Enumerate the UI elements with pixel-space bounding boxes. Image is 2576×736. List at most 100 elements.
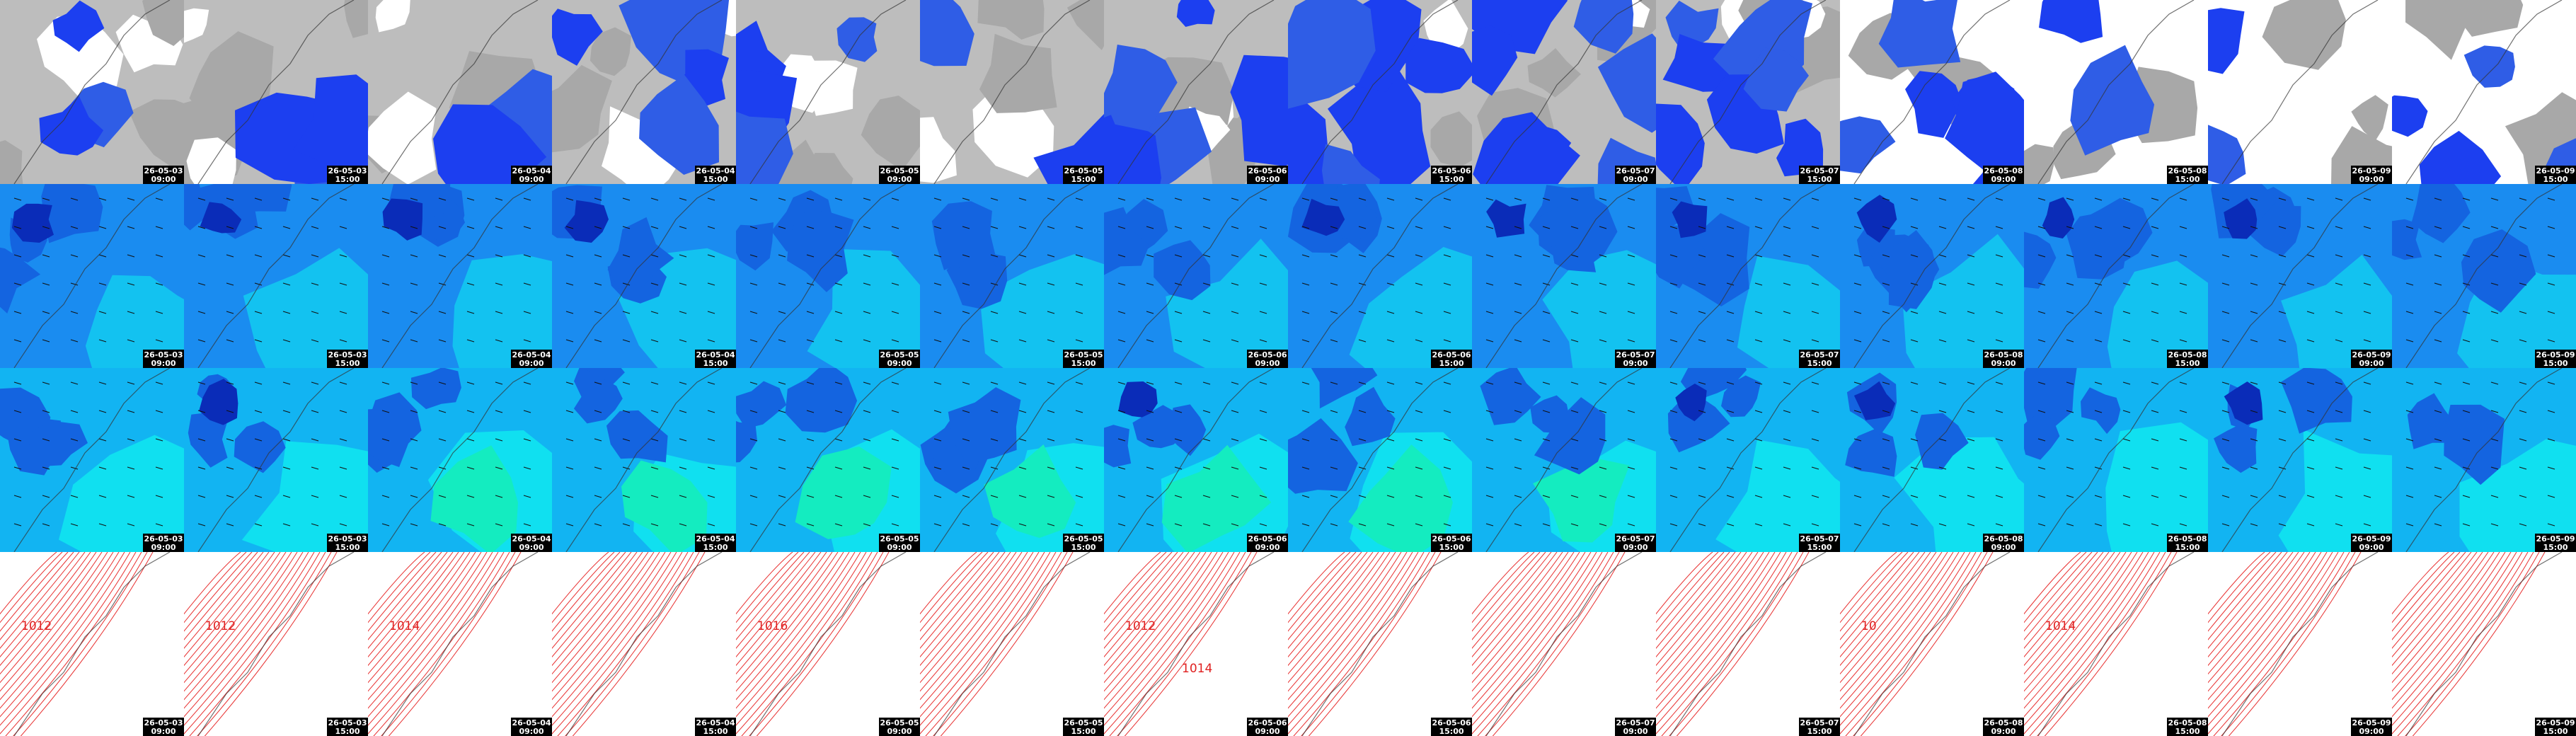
shaded-area [186,137,236,184]
coastline [1117,368,1275,552]
wind-arrow [2094,410,2103,413]
wind-arrow [13,410,22,413]
wind-arrow [990,466,999,470]
wind-arrow [2405,438,2414,442]
timestamp-date: 26-05-03 [144,166,183,176]
wind-arrow [70,381,79,385]
wind-arrow [1018,197,1027,201]
wind-arrow [863,466,871,470]
wind-arrow [381,381,390,385]
timestamp-box [327,718,368,736]
isobar [552,552,649,675]
wind-arrow [197,254,206,258]
wind-arrow [1075,226,1083,229]
wind-arrow [749,311,758,314]
wind-arrow [2221,226,2230,229]
wind-arrow [1783,438,1791,442]
shaded-area [2081,387,2121,435]
wind-arrow [863,381,871,385]
wind-arrow [891,466,899,470]
wind-arrow [990,254,999,258]
isobar [2024,552,2093,632]
wind-arrow [523,438,531,442]
wind-arrow [2221,495,2230,498]
wind-arrow [1202,410,1211,413]
wind-arrow [1231,381,1239,385]
shaded-area [1288,96,1330,184]
wind-arrow [891,339,899,343]
isobar [368,552,471,684]
isobar [184,552,275,667]
wind-arrow [933,282,942,286]
timestamp-time: 09:00 [1991,543,2016,552]
wind-arrow [98,311,107,314]
coastline [565,184,723,368]
timestamp-time: 09:00 [1991,359,2016,368]
isobar [368,552,488,709]
wind-arrow [1669,197,1678,201]
wind-arrow [1443,226,1451,229]
pressure-label: 1012 [205,619,236,633]
wind-arrow [2335,339,2343,343]
wind-arrow [127,495,135,498]
isobar [920,552,977,615]
wind-arrow [2490,495,2499,498]
isobar [552,552,643,667]
wind-arrow [1443,466,1451,470]
shaded-area [2262,0,2346,70]
timestamp-box [1983,718,2024,736]
shaded-area [2208,8,2245,74]
shaded-area [1675,384,1707,422]
wind-arrow [1485,410,1494,413]
wind-arrow [1542,254,1551,258]
wind-arrow [1117,311,1126,314]
wind-arrow [1698,311,1706,314]
wind-arrow [622,197,631,201]
wind-arrow [2151,466,2159,470]
wind-arrow [778,523,786,527]
timestamp-box [879,718,920,736]
wind-arrow [1231,197,1239,201]
wind-arrow [2363,339,2371,343]
wind-arrow [1514,311,1522,314]
isobar [2392,552,2512,709]
wind-arrow [834,523,843,527]
wind-arrow [523,381,531,385]
timestamp-date: 26-05-03 [328,350,367,360]
wind-arrow [2434,523,2442,527]
wind-arrow [438,523,447,527]
timestamp-date: 26-05-06 [1432,718,1471,728]
shaded-area [39,96,104,156]
wind-arrow [2278,311,2287,314]
shaded-area [2024,368,2077,428]
isobar [1840,552,1965,718]
isobar [1840,552,1926,657]
timestamp-time: 15:00 [1071,175,1096,184]
shaded-area [293,74,368,168]
wind-arrow [1967,254,1975,258]
map-layer [2208,0,2392,184]
map-layer [552,0,736,184]
wind-arrow [707,282,715,286]
isobar [1840,552,1954,701]
shaded-area [1321,144,1380,184]
isobar [1472,552,1541,632]
wind-arrow [962,282,970,286]
shaded-area [1945,71,2024,180]
wind-arrow [2335,197,2343,201]
wind-arrow [1754,495,1763,498]
timestamp-date: 26-05-07 [1800,718,1839,728]
wind-arrow [594,339,602,343]
wind-arrow [749,381,758,385]
wind-arrow [155,438,163,442]
wind-arrow [2066,410,2074,413]
shaded-area [1154,240,1211,301]
wind-arrow [933,311,942,314]
wind-arrow [1938,495,1947,498]
isobar [1288,552,1419,726]
wind-arrow [679,466,687,470]
wind-arrow [962,495,970,498]
timestamp-time: 09:00 [1623,175,1648,184]
timestamp-box [1247,718,1288,736]
